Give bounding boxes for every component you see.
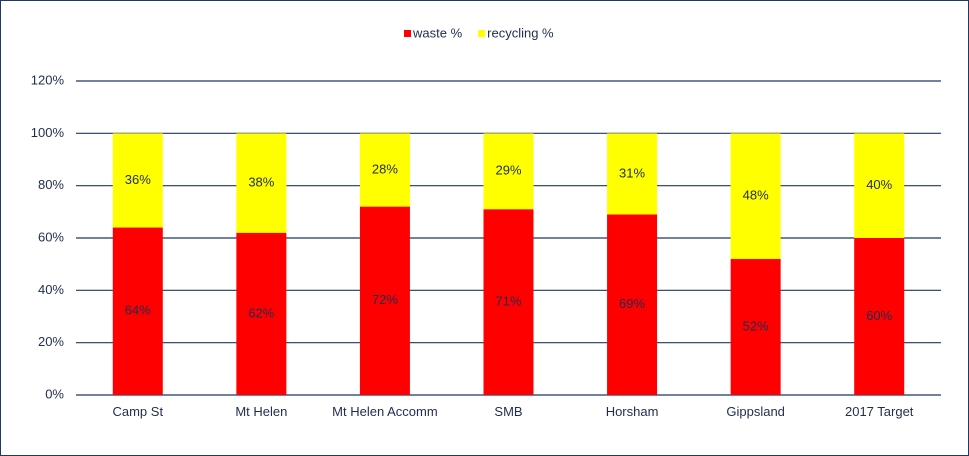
x-tick-label: Gippsland [726,404,785,419]
y-tick-label: 100% [31,125,65,140]
data-label: 72% [372,292,398,307]
bar-segment [236,232,287,395]
legend-swatch [478,30,486,37]
data-label: 29% [495,163,521,178]
data-label: 71% [495,294,521,309]
data-label: 62% [248,305,274,320]
data-label: 28% [372,161,398,176]
legend-swatch [404,30,411,37]
x-tick-label: Mt Helen Accomm [332,404,438,419]
x-tick-label: SMB [494,404,523,419]
bar-segment [607,133,658,215]
data-label: 69% [619,296,645,311]
bar-segment [730,258,781,395]
data-label: 64% [125,303,151,318]
bar-segment [854,133,905,238]
data-label: 52% [743,318,769,333]
y-tick-label: 80% [38,177,64,192]
bar-segment [607,214,658,395]
x-tick-label: Mt Helen [235,404,288,419]
y-tick-label: 40% [38,282,64,297]
data-label: 48% [743,188,769,203]
y-tick-label: 20% [38,334,64,349]
x-tick-label: Camp St [112,404,164,419]
bar-segment [483,209,534,395]
x-tick-label: Horsham [605,404,659,419]
y-tick-label: 60% [38,229,64,244]
bar-segment [854,238,905,395]
x-tick-label: 2017 Target [844,404,914,419]
bar-segment [236,133,287,233]
bar-segment [359,133,410,207]
bar-segment [112,133,163,228]
y-tick-label: 120% [31,72,65,87]
legend-label: waste % [412,25,463,40]
bar-segment [112,227,163,395]
data-label: 36% [125,172,151,187]
y-tick-label: 0% [45,386,64,401]
legend-label: recycling % [487,25,554,40]
bar-segment [730,133,781,259]
data-label: 60% [866,308,892,323]
bar-segment [483,133,534,210]
data-label: 31% [619,165,645,180]
data-label: 38% [248,174,274,189]
data-label: 40% [866,177,892,192]
bar-segment [359,206,410,395]
